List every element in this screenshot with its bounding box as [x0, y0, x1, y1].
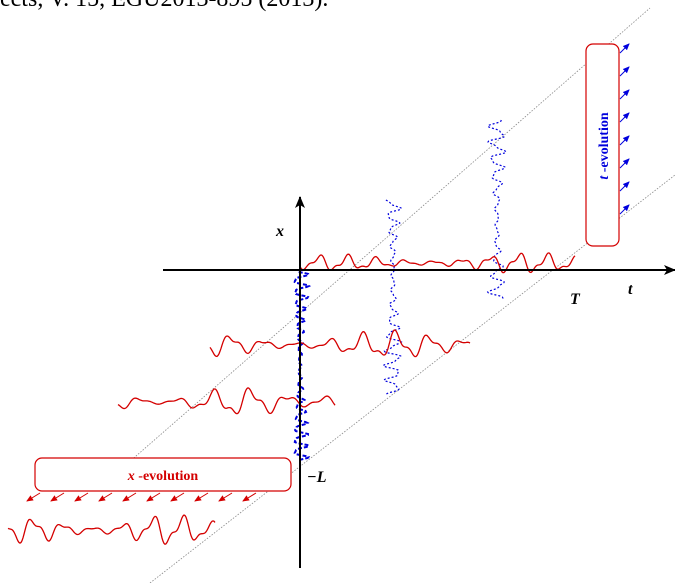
x-evolution-arrow	[243, 493, 256, 501]
red-wave-4	[8, 515, 215, 544]
x-evolution-label: x -evolution	[127, 469, 199, 484]
x-evolution-arrow	[51, 493, 64, 501]
t-evolution-arrow	[620, 90, 629, 99]
x-axis-label: x	[275, 223, 284, 240]
t-evolution-label: t -evolution	[597, 112, 612, 179]
x-evolution-arrow	[147, 493, 160, 501]
blue-wave-2	[383, 200, 401, 395]
t-evolution-arrow	[620, 67, 629, 76]
L-marker-label: −L	[307, 469, 327, 486]
blue-wave-1	[295, 272, 309, 460]
T-marker-label: T	[570, 291, 581, 308]
x-evolution-arrow	[123, 493, 136, 501]
x-evolution-waves	[8, 253, 575, 544]
x-evolution-arrow	[27, 493, 40, 501]
t-axis-label: t	[628, 281, 633, 298]
x-evolution-arrow	[195, 493, 208, 501]
x-evolution-arrow	[219, 493, 232, 501]
t-evolution-arrow	[620, 159, 629, 168]
x-evolution-arrow	[75, 493, 88, 501]
x-evolution-arrows	[27, 493, 256, 501]
t-evolution-arrow	[620, 44, 629, 53]
t-evolution-arrow	[620, 205, 629, 214]
x-evolution-arrow	[99, 493, 112, 501]
t-evolution-arrows	[620, 44, 629, 214]
t-evolution-arrow	[620, 113, 629, 122]
t-evolution-arrow	[620, 136, 629, 145]
t-evolution-arrow	[620, 182, 629, 191]
red-wave-2	[210, 330, 470, 357]
x-evolution-arrow	[171, 493, 184, 501]
